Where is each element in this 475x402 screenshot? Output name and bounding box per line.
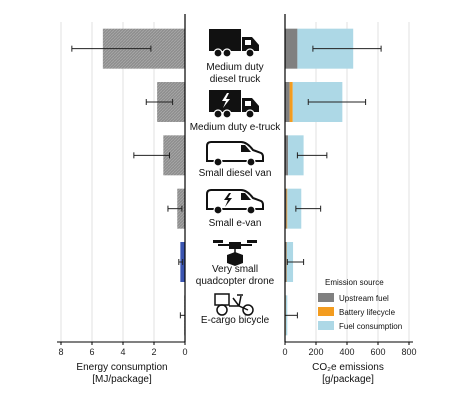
emissions-bar-segment [285, 28, 298, 69]
vehicle-label: Medium duty [206, 62, 263, 73]
emissions-bar-segment [285, 82, 290, 122]
cargo-bicycle-icon [214, 293, 254, 316]
energy-axis-title: Energy consumption [76, 362, 167, 373]
energy-tick-label: 8 [58, 347, 63, 357]
van-body [206, 189, 264, 210]
energy-tick-label: 0 [182, 347, 187, 357]
van-icon [206, 141, 264, 167]
van-wheel [213, 157, 223, 167]
bike-frame [229, 294, 249, 311]
emissions-tick-label: 600 [370, 347, 385, 357]
electric-van-icon [206, 189, 264, 215]
emissions-bar-segment [287, 188, 302, 229]
emissions-tick-label: 0 [282, 347, 287, 357]
legend-swatch [318, 307, 334, 316]
energy-tick-label: 2 [151, 347, 156, 357]
bike-wheel [216, 304, 228, 316]
legend-swatch [318, 321, 334, 330]
emissions-axis-title: CO₂e emissions [312, 362, 384, 373]
electric-truck-icon [209, 90, 259, 119]
van-window [241, 193, 251, 200]
truck-wheel [245, 48, 255, 58]
legend-item-label: Upstream fuel [339, 294, 389, 303]
truck-wheel [222, 48, 232, 58]
legend-item-label: Battery lifecycle [339, 308, 396, 317]
truck-wheel [245, 109, 255, 119]
energy-tick-label: 4 [120, 347, 125, 357]
emissions-panel: 0 200 400 600 800 CO₂e emissions[g/package] [282, 14, 417, 385]
emissions-tick-label: 400 [339, 347, 354, 357]
emissions-bar-segment [285, 188, 287, 229]
energy-panel: 8 6 4 2 0 Energy consumption[MJ/package] [57, 14, 188, 385]
energy-tick-label: 6 [89, 347, 94, 357]
van-wheel [246, 205, 256, 215]
emissions-bar-segment [288, 135, 304, 176]
vehicle-label: Small diesel van [199, 168, 272, 179]
lightning-bolt [224, 193, 232, 207]
truck-window [245, 101, 251, 106]
vehicle-label: diesel truck [210, 74, 262, 85]
lightning-bolt [222, 93, 230, 108]
van-wheel [213, 205, 223, 215]
legend: Emission source Upstream fuel Battery life… [318, 278, 402, 331]
legend-title: Emission source [325, 278, 384, 287]
drone-body [229, 242, 241, 249]
emissions-bar-segment [289, 82, 293, 122]
emissions-bar-segment [285, 135, 289, 176]
vehicle-label: E-cargo bicycle [201, 315, 270, 326]
truck-icon [209, 29, 259, 58]
vehicle-label: Small e-van [209, 218, 262, 229]
emissions-bar-segment [286, 188, 288, 229]
truck-wheel [213, 109, 223, 119]
truck-wheel [213, 48, 223, 58]
bike-wheel [242, 304, 254, 316]
emissions-tick-label: 200 [308, 347, 323, 357]
emissions-bar-segment [285, 242, 287, 282]
emissions-axis-title: [g/package] [322, 374, 374, 385]
energy-bar [163, 135, 185, 176]
drone-rotor [247, 240, 257, 243]
van-wheel [246, 157, 256, 167]
energy-axis-title: [MJ/package] [92, 374, 152, 385]
vehicle-label: Very small [212, 264, 258, 275]
truck-window [245, 40, 251, 45]
legend-swatch [318, 293, 334, 302]
truck-body [209, 29, 241, 51]
drone-rotor [213, 240, 223, 243]
vehicle-label: quadcopter drone [196, 276, 275, 287]
drone-icon [213, 240, 257, 266]
van-window [241, 145, 251, 152]
legend-item-label: Fuel consumption [339, 322, 402, 331]
emissions-tick-label: 800 [401, 347, 416, 357]
drone-package [227, 252, 243, 266]
van-body [206, 141, 264, 162]
truck-wheel [222, 109, 232, 119]
vehicle-label: Medium duty e-truck [190, 122, 282, 133]
bike-cargo-box [214, 293, 230, 306]
